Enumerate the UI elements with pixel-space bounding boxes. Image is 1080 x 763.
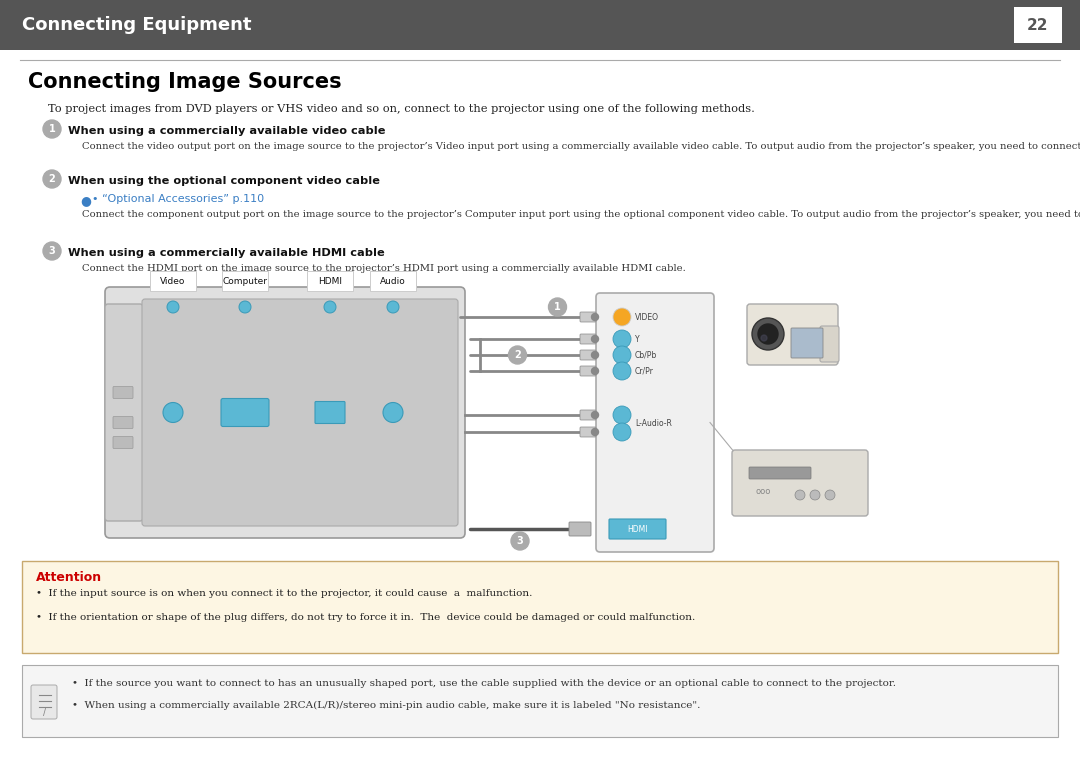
Circle shape [613, 406, 631, 424]
Circle shape [509, 346, 527, 364]
Circle shape [383, 403, 403, 423]
Text: When using a commercially available HDMI cable: When using a commercially available HDMI… [68, 248, 384, 258]
Text: •  When using a commercially available 2RCA(L/R)/stereo mini-pin audio cable, ma: • When using a commercially available 2R… [72, 701, 700, 710]
Circle shape [592, 336, 598, 343]
Text: Connect the HDMI port on the image source to the projector’s HDMI port using a c: Connect the HDMI port on the image sourc… [82, 264, 686, 273]
FancyBboxPatch shape [580, 410, 596, 420]
Circle shape [761, 335, 767, 341]
FancyBboxPatch shape [569, 522, 591, 536]
Text: When using a commercially available video cable: When using a commercially available vide… [68, 126, 386, 136]
FancyBboxPatch shape [22, 561, 1058, 653]
FancyBboxPatch shape [22, 665, 1058, 737]
Text: 3: 3 [49, 246, 55, 256]
FancyBboxPatch shape [580, 334, 596, 344]
Circle shape [758, 324, 778, 344]
FancyBboxPatch shape [580, 312, 596, 322]
Circle shape [387, 301, 399, 313]
Circle shape [592, 314, 598, 320]
Text: Connect the video output port on the image source to the projector’s Video input: Connect the video output port on the ima… [82, 142, 1080, 151]
Text: Cb/Pb: Cb/Pb [635, 350, 658, 359]
Text: L-Audio-R: L-Audio-R [635, 418, 672, 427]
Text: Connect the component output port on the image source to the projector’s Compute: Connect the component output port on the… [82, 210, 1080, 219]
FancyBboxPatch shape [747, 304, 838, 365]
Circle shape [43, 170, 60, 188]
Text: • “Optional Accessories” p.110: • “Optional Accessories” p.110 [92, 194, 265, 204]
Text: Attention: Attention [36, 571, 103, 584]
Text: 2: 2 [514, 350, 521, 360]
FancyBboxPatch shape [596, 293, 714, 552]
FancyBboxPatch shape [222, 271, 268, 291]
Circle shape [592, 411, 598, 418]
Text: 2: 2 [49, 174, 55, 184]
Text: 1: 1 [554, 302, 561, 312]
Text: Connecting Equipment: Connecting Equipment [22, 16, 252, 34]
FancyBboxPatch shape [150, 271, 195, 291]
Circle shape [825, 490, 835, 500]
Text: Connecting Image Sources: Connecting Image Sources [28, 72, 341, 92]
Text: VIDEO: VIDEO [635, 313, 659, 321]
FancyBboxPatch shape [791, 328, 823, 358]
Circle shape [613, 330, 631, 348]
FancyBboxPatch shape [113, 387, 133, 398]
Circle shape [613, 308, 631, 326]
Text: Cr/Pr: Cr/Pr [635, 366, 653, 375]
FancyBboxPatch shape [141, 299, 458, 526]
Text: Y: Y [635, 334, 639, 343]
Circle shape [592, 429, 598, 436]
Circle shape [592, 352, 598, 359]
Text: •  If the input source is on when you connect it to the projector, it could caus: • If the input source is on when you con… [36, 589, 532, 598]
FancyBboxPatch shape [113, 417, 133, 429]
Circle shape [167, 301, 179, 313]
FancyBboxPatch shape [31, 685, 57, 719]
FancyBboxPatch shape [105, 304, 143, 521]
Circle shape [239, 301, 251, 313]
Text: When using the optional component video cable: When using the optional component video … [68, 176, 380, 186]
Circle shape [752, 318, 784, 350]
FancyBboxPatch shape [750, 467, 811, 479]
FancyBboxPatch shape [370, 271, 416, 291]
Circle shape [549, 298, 567, 316]
Circle shape [613, 423, 631, 441]
Text: Video: Video [160, 276, 186, 285]
FancyBboxPatch shape [105, 287, 465, 538]
Circle shape [324, 301, 336, 313]
Text: HDMI: HDMI [626, 524, 647, 533]
FancyBboxPatch shape [732, 450, 868, 516]
Text: To project images from DVD players or VHS video and so on, connect to the projec: To project images from DVD players or VH… [48, 104, 755, 114]
FancyBboxPatch shape [580, 350, 596, 360]
FancyBboxPatch shape [1014, 7, 1062, 43]
FancyBboxPatch shape [315, 401, 345, 423]
Circle shape [163, 403, 183, 423]
FancyBboxPatch shape [580, 366, 596, 376]
FancyBboxPatch shape [221, 398, 269, 427]
Circle shape [810, 490, 820, 500]
Circle shape [613, 362, 631, 380]
Text: ●: ● [80, 194, 91, 207]
Circle shape [795, 490, 805, 500]
Text: /: / [43, 707, 46, 717]
Text: 3: 3 [516, 536, 524, 546]
FancyBboxPatch shape [580, 427, 596, 437]
Text: ooo: ooo [755, 487, 770, 495]
Circle shape [592, 368, 598, 375]
Text: 22: 22 [1027, 18, 1049, 33]
Circle shape [43, 242, 60, 260]
FancyBboxPatch shape [113, 436, 133, 449]
Circle shape [43, 120, 60, 138]
Text: HDMI: HDMI [318, 276, 342, 285]
Circle shape [511, 532, 529, 550]
Circle shape [613, 346, 631, 364]
FancyBboxPatch shape [307, 271, 353, 291]
Text: Audio: Audio [380, 276, 406, 285]
FancyBboxPatch shape [0, 0, 1080, 50]
Text: 1: 1 [49, 124, 55, 134]
FancyBboxPatch shape [609, 519, 666, 539]
Text: Computer: Computer [222, 276, 268, 285]
Text: •  If the orientation or shape of the plug differs, do not try to force it in.  : • If the orientation or shape of the plu… [36, 613, 696, 622]
Text: •  If the source you want to connect to has an unusually shaped port, use the ca: • If the source you want to connect to h… [72, 679, 896, 688]
FancyBboxPatch shape [820, 326, 839, 362]
